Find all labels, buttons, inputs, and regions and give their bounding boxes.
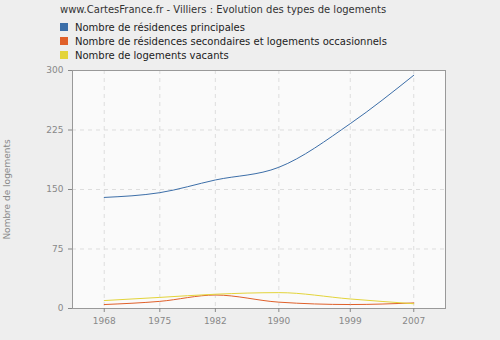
- html-text:Nombre de logements vacants: Nombre de logements vacants: [75, 49, 229, 61]
- svg-text:75: 75: [52, 244, 63, 254]
- svg-text:1982: 1982: [204, 316, 227, 326]
- html-text:Nombre de résidences secondair: Nombre de résidences secondaires et loge…: [75, 35, 387, 47]
- svg-text:Nombre de logements: Nombre de logements: [2, 139, 12, 240]
- html-text:Nombre de résidences principal: Nombre de résidences principales: [75, 21, 245, 33]
- svg-text:1968: 1968: [93, 316, 116, 326]
- svg-text:1999: 1999: [339, 316, 362, 326]
- svg-text:1975: 1975: [148, 316, 171, 326]
- svg-text:1990: 1990: [267, 316, 290, 326]
- svg-text:0: 0: [58, 303, 64, 313]
- svg-text:2007: 2007: [402, 316, 425, 326]
- svg-text:150: 150: [46, 184, 63, 194]
- svg-text:300: 300: [46, 65, 63, 75]
- svg-text:225: 225: [46, 125, 63, 135]
- html-text:www.CartesFrance.fr - Villiers: www.CartesFrance.fr - Villiers : Evoluti…: [60, 4, 387, 15]
